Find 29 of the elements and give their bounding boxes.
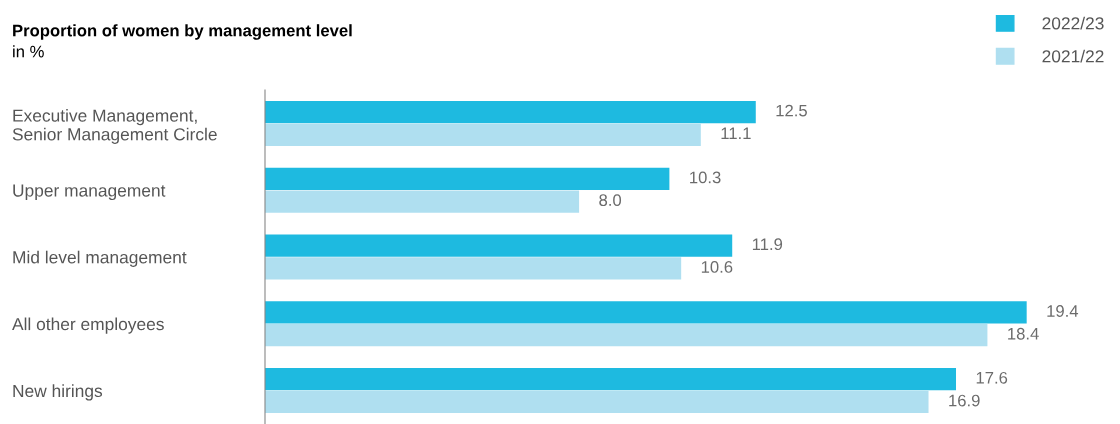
y-tick-label: All other employees xyxy=(12,317,164,334)
bar xyxy=(265,324,988,347)
bar xyxy=(265,123,701,146)
data-label: 19.4 xyxy=(1047,305,1079,317)
y-tick-label: Upper management xyxy=(13,184,166,201)
chart-title: Proportion of women by management level xyxy=(13,24,352,40)
data-label: 11.1 xyxy=(721,127,751,140)
bar xyxy=(265,100,756,124)
y-tick-label: Executive Management, Senior Management Circle xyxy=(12,109,217,144)
data-label: 12.5 xyxy=(776,104,807,117)
legend-label: 2021/22 xyxy=(1042,49,1104,63)
data-label: 17.6 xyxy=(976,371,1008,384)
text: in % xyxy=(13,45,44,58)
bar xyxy=(265,257,682,280)
legend-label: 2022/23 xyxy=(1042,16,1104,30)
bar xyxy=(265,301,1027,324)
bar xyxy=(265,390,929,414)
bar xyxy=(265,368,957,391)
y-tick-label: New hirings xyxy=(13,384,103,401)
data-label: 18.4 xyxy=(1008,327,1039,340)
y-tick-label: Mid level management xyxy=(13,250,187,267)
data-label: 10.3 xyxy=(690,171,721,184)
data-label: 11.9 xyxy=(752,238,783,251)
bar xyxy=(265,167,670,190)
bar xyxy=(265,234,733,257)
data-label: 10.6 xyxy=(701,261,733,273)
bar xyxy=(265,190,580,213)
data-label: 8.0 xyxy=(599,194,622,207)
data-label: 16.9 xyxy=(949,394,980,407)
